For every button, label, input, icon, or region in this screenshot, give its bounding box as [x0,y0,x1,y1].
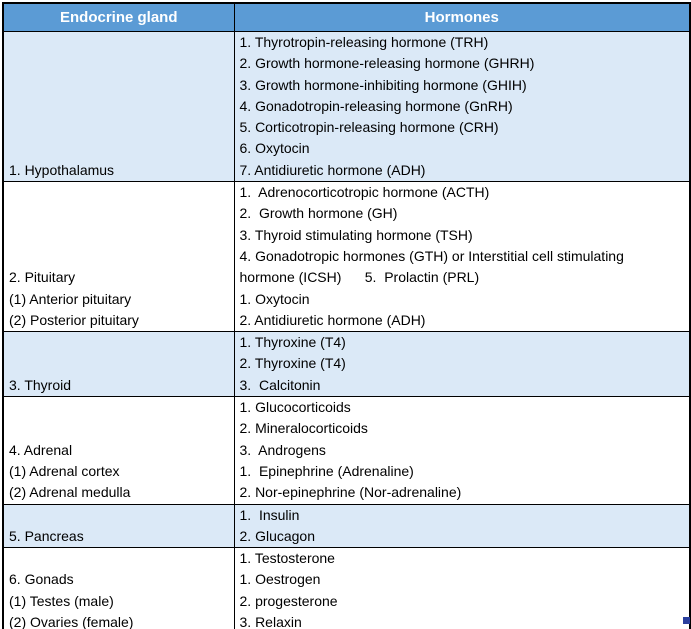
gland-line: (1) Anterior pituitary [9,290,132,307]
gland-line: (1) Adrenal cortex [9,462,120,479]
table-row: 4. Adrenal (1) Adrenal cortex (2) Adrenal … [2,396,691,505]
header-row: Endocrine gland Hormones [2,2,691,32]
hormone-line: 2. Glucagon [239,527,316,544]
hormone-line: 1. Oxytocin [239,290,310,307]
hormone-line: 1. Epinephrine (Adrenaline) [239,462,414,479]
hormone-line: 3. Androgens [239,441,326,458]
gland-cell: 5. Pancreas [2,503,235,549]
hormone-line: 6. Oxytocin [239,140,310,157]
hormone-line: 2. Nor-epinephrine (Nor-adrenaline) [239,484,462,501]
hormone-line: 1. Oestrogen [239,571,321,588]
hormone-line: 1. Adrenocorticotropic hormone (ACTH) [239,184,490,201]
hormone-line: 2. progesterone [239,592,338,609]
table-row: 2. Pituitary (1) Anterior pituitary (2) Po… [2,181,691,333]
hormone-line: 3. Relaxin [239,614,302,629]
hormone-line: 3. Calcitonin [239,376,321,393]
hormone-line: 1. Glucocorticoids [239,399,351,416]
hormone-line: 2. Growth hormone (GH) [239,205,398,222]
column-header-hormones: Hormones [233,2,691,32]
hormone-line: 4. Gonadotropic hormones (GTH) or Inters… [239,247,624,264]
gland-cell: 6. Gonads (1) Testes (male) (2) Ovaries (f… [2,547,235,629]
hormone-line: 1. Thyroxine (T4) [239,334,346,351]
gland-cell: 1. Hypothalamus [2,30,235,183]
gland-line: 6. Gonads [9,571,74,588]
table-row: 5. Pancreas 1. Insulin 2. Glucagon [2,503,691,549]
hormone-line: 1. Insulin [239,506,300,523]
gland-line: 4. Adrenal [9,441,73,458]
gland-line: 1. Hypothalamus [9,161,115,178]
hormone-line: 2. Mineralocorticoids [239,420,368,437]
hormone-line: 2. Growth hormone-releasing hormone (GHR… [239,55,535,72]
gland-cell: 4. Adrenal (1) Adrenal cortex (2) Adrenal … [2,396,235,505]
table-row: 3. Thyroid 1. Thyroxine (T4) 2. Thyroxine … [2,331,691,398]
column-header-endocrine-gland: Endocrine gland [2,2,235,32]
hormone-line: 1. Testosterone [239,550,335,567]
table-row: 1. Hypothalamus 1. Thyrotropin-releasing … [2,30,691,183]
hormone-line: 2. Antidiuretic hormone (ADH) [239,311,426,328]
hormone-line: 3. Thyroid stimulating hormone (TSH) [239,226,473,243]
hormones-cell: 1. Glucocorticoids 2. Mineralocorticoids 3… [233,396,691,505]
hormone-line: 7. Antidiuretic hormone (ADH) [239,161,426,178]
table-resize-handle[interactable] [683,617,690,624]
hormones-cell: 1. Testosterone 1. Oestrogen 2. progestero… [233,547,691,629]
gland-line: (2) Adrenal medulla [9,484,131,501]
gland-line: (2) Ovaries (female) [9,614,134,629]
hormone-line: 1. Thyrotropin-releasing hormone (TRH) [239,34,489,50]
hormones-cell: 1. Thyroxine (T4) 2. Thyroxine (T4) 3. Cal… [233,331,691,398]
gland-cell: 3. Thyroid [2,331,235,398]
hormone-line: hormone (ICSH) 5. Prolactin (PRL) [239,269,480,286]
hormone-line: 4. Gonadotropin-releasing hormone (GnRH) [239,97,513,114]
hormones-cell: 1. Insulin 2. Glucagon [233,503,691,549]
hormones-cell: 1. Thyrotropin-releasing hormone (TRH) 2.… [233,30,691,183]
gland-line: 5. Pancreas [9,527,84,544]
hormones-cell: 1. Adrenocorticotropic hormone (ACTH) 2. … [233,181,691,333]
hormone-line: 2. Thyroxine (T4) [239,355,346,372]
gland-cell: 2. Pituitary (1) Anterior pituitary (2) Po… [2,181,235,333]
gland-line: 2. Pituitary [9,269,76,286]
table-row: 6. Gonads (1) Testes (male) (2) Ovaries (f… [2,547,691,629]
hormone-line: 5. Corticotropin-releasing hormone (CRH) [239,119,499,136]
gland-line: (1) Testes (male) [9,592,114,609]
gland-line: (2) Posterior pituitary [9,311,139,328]
hormone-line: 3. Growth hormone-inhibiting hormone (GH… [239,76,527,93]
table-body: 1. Hypothalamus 1. Thyrotropin-releasing … [2,30,691,629]
gland-line: 3. Thyroid [9,376,71,393]
